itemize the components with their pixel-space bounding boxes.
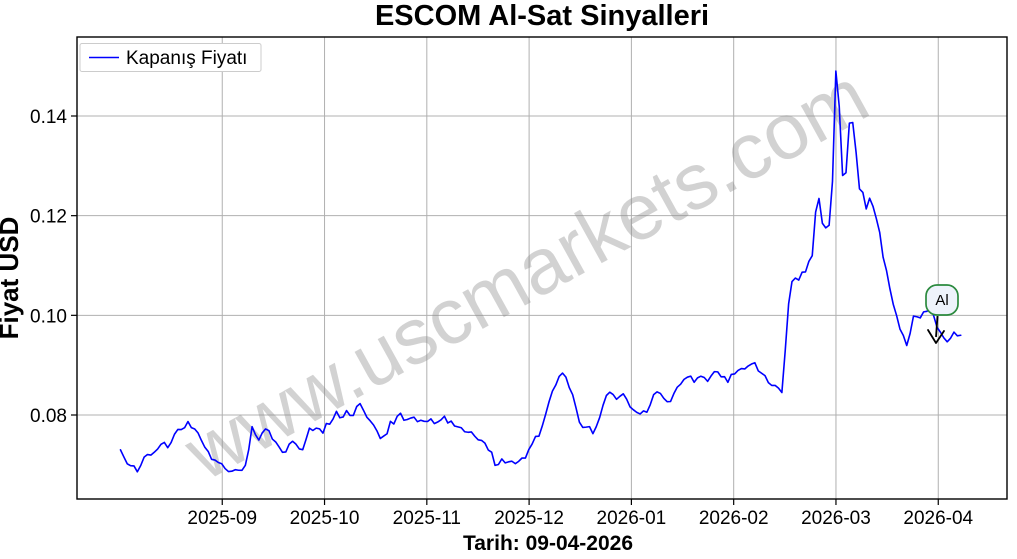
svg-text:ESCOM Al-Sat Sinyalleri: ESCOM Al-Sat Sinyalleri: [375, 0, 709, 32]
svg-text:0.14: 0.14: [30, 107, 67, 128]
svg-text:2026-02: 2026-02: [699, 508, 769, 529]
svg-text:0.10: 0.10: [30, 306, 67, 327]
svg-text:Fiyat USD: Fiyat USD: [0, 217, 24, 340]
svg-text:Kapanış Fiyatı: Kapanış Fiyatı: [126, 48, 247, 69]
svg-text:Tarih: 09-04-2026: Tarih: 09-04-2026: [463, 532, 633, 554]
svg-text:0.08: 0.08: [30, 406, 67, 427]
svg-text:2026-04: 2026-04: [903, 508, 973, 529]
svg-text:2025-12: 2025-12: [494, 508, 564, 529]
svg-text:0.12: 0.12: [30, 207, 67, 228]
svg-text:2025-10: 2025-10: [290, 508, 360, 529]
svg-text:2025-11: 2025-11: [393, 508, 461, 529]
svg-text:Al: Al: [935, 292, 948, 309]
svg-text:2025-09: 2025-09: [187, 508, 257, 529]
svg-text:2026-01: 2026-01: [597, 508, 667, 529]
svg-text:2026-03: 2026-03: [801, 508, 871, 529]
